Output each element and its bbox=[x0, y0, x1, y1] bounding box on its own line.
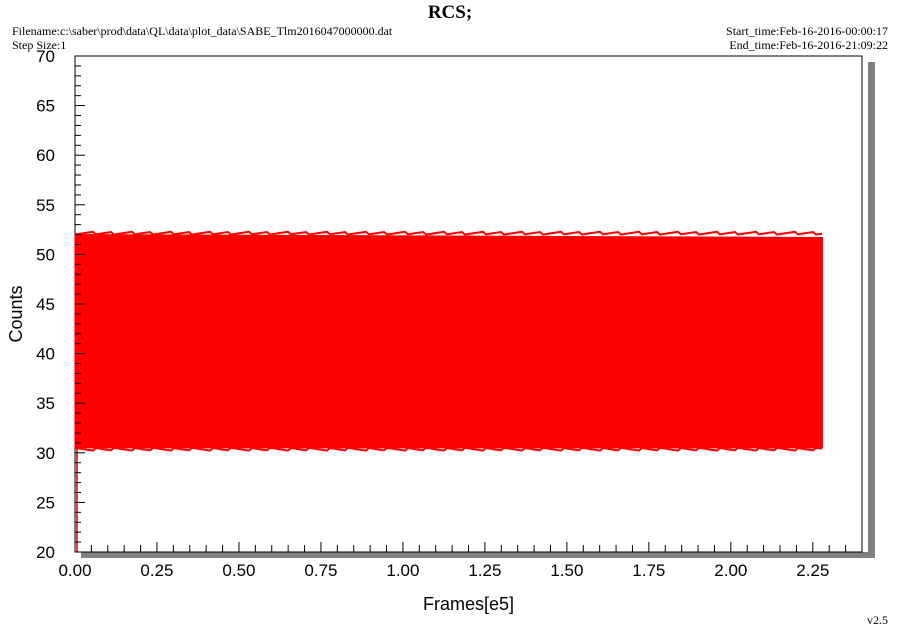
frame-shadow-bottom bbox=[81, 552, 875, 558]
x-axis-label: Frames[e5] bbox=[423, 594, 514, 614]
x-tick-label: 1.75 bbox=[632, 561, 665, 580]
y-tick-label: 35 bbox=[36, 394, 55, 413]
y-tick-label: 30 bbox=[36, 444, 55, 463]
series-bottom-edge-0 bbox=[74, 446, 823, 452]
x-tick-label: 2.00 bbox=[714, 561, 747, 580]
x-tick-label: 0.25 bbox=[140, 561, 173, 580]
y-tick-label: 60 bbox=[36, 146, 55, 165]
y-tick-label: 45 bbox=[36, 295, 55, 314]
y-tick-label: 20 bbox=[36, 543, 55, 562]
x-tick-label: 1.25 bbox=[468, 561, 501, 580]
x-tick-label: 1.50 bbox=[550, 561, 583, 580]
y-tick-label: 70 bbox=[36, 47, 55, 66]
y-axis-label: Counts bbox=[6, 285, 26, 342]
series-band-0 bbox=[74, 234, 824, 449]
y-tick-label: 55 bbox=[36, 196, 55, 215]
filename-label: Filename:c:\saber\prod\data\QL\data\plot… bbox=[12, 24, 393, 38]
y-tick-label: 25 bbox=[36, 493, 55, 512]
y-tick-label: 65 bbox=[36, 97, 55, 116]
y-tick-label: 40 bbox=[36, 345, 55, 364]
start-time-label: Start_time:Feb-16-2016-00:00:17 bbox=[726, 24, 888, 38]
plot-title: RCS; bbox=[427, 2, 473, 23]
x-tick-label: 0.00 bbox=[58, 561, 91, 580]
y-tick-label: 50 bbox=[36, 245, 55, 264]
version-label: v2.5 bbox=[867, 613, 888, 627]
x-tick-label: 1.00 bbox=[386, 561, 419, 580]
x-tick-label: 2.25 bbox=[796, 561, 829, 580]
x-tick-label: 0.50 bbox=[222, 561, 255, 580]
frame-shadow-right bbox=[868, 62, 875, 558]
step-size-label: Step Size:1 bbox=[12, 38, 67, 52]
end-time-label: End_time:Feb-16-2016-21:09:22 bbox=[729, 38, 888, 52]
series-top-edge-0 bbox=[74, 230, 823, 236]
x-tick-label: 0.75 bbox=[304, 561, 337, 580]
